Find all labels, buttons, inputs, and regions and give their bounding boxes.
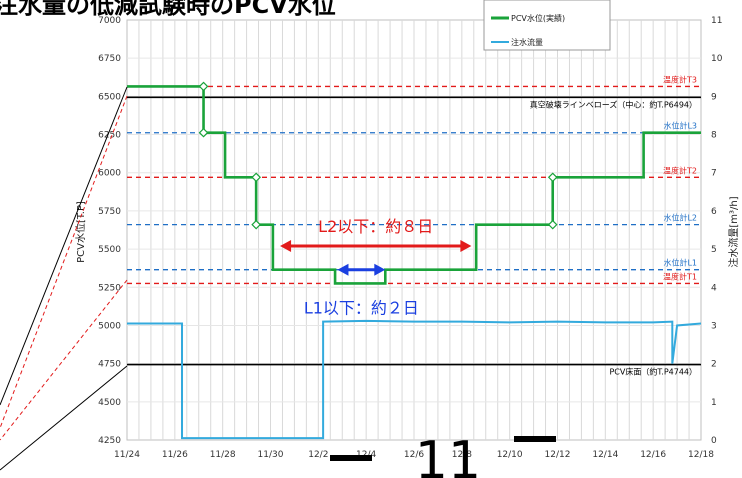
page-number: 11: [415, 431, 481, 478]
pcv-level-line: [127, 85, 701, 285]
y-left-tick-label: 6250: [98, 131, 121, 141]
pcv-level-marker: [198, 81, 209, 92]
y-left-tick-label: 7000: [98, 16, 121, 26]
y-right-tick-label: 8: [711, 131, 717, 141]
reference-line-label: 温度計T2: [663, 165, 697, 175]
page-number-left-bar: [330, 455, 372, 461]
left-guide-line-upper: [0, 86, 128, 406]
y-right-tick-label: 10: [711, 54, 723, 64]
annotation-arrowhead-right: [374, 263, 386, 276]
y-left-tick-label: 5500: [98, 245, 121, 255]
series-pcv-level: [127, 81, 701, 285]
pcv-level-marker: [251, 219, 261, 230]
slide-decoration: 11: [0, 86, 556, 478]
page-heading: 注水量の低減試験時のPCV水位: [0, 0, 336, 19]
annotation-arrowhead-right: [460, 240, 472, 253]
reference-line-label: 水位計L3: [663, 121, 697, 131]
flow-line: [127, 319, 702, 440]
legend-label-pcv-level: PCV水位(実績): [511, 13, 565, 23]
left-guide-line-lower-dashed: [0, 279, 128, 441]
y-left-tick-label: 5250: [98, 283, 121, 293]
y-left-tick-label: 6500: [98, 92, 121, 102]
y-left-tick-label: 5000: [98, 321, 121, 331]
gridlines: [127, 20, 701, 440]
page-number-right-bar: [514, 436, 556, 442]
y-right-tick-label: 1: [711, 398, 717, 408]
x-tick-label: 12/14: [592, 450, 618, 460]
y-right-tick-label: 7: [711, 169, 717, 179]
y-left-tick-label: 6750: [98, 54, 121, 64]
y-right-tick-label: 0: [711, 436, 717, 446]
annotation-label: L1以下：約２日: [304, 299, 419, 318]
reference-line-label: 水位計L2: [663, 213, 697, 223]
annotation-arrowhead-left: [280, 240, 292, 253]
left-guide-line-lower: [0, 365, 128, 471]
annotation-arrowhead-left: [337, 263, 349, 276]
x-tick-label: 12/8: [452, 450, 472, 460]
y-left-tick-label: 6000: [98, 169, 121, 179]
x-tick-label: 11/28: [210, 450, 236, 460]
y-left-tick-label: 4500: [98, 398, 121, 408]
series-injection-flow: [127, 319, 702, 440]
reference-line-label: 温度計T1: [663, 271, 697, 281]
pcv-level-marker: [198, 127, 209, 138]
y-right-tick-label: 2: [711, 360, 717, 370]
reference-line-label: 真空破壊ラインベローズ（中心：約T.P6494）: [530, 99, 697, 109]
x-tick-label: 11/24: [114, 450, 140, 460]
annotation-label: L2以下：約８日: [318, 217, 433, 236]
pcv-level-marker: [251, 172, 261, 183]
y-left-tick-label: 4250: [98, 436, 121, 446]
x-tick-label: 12/2: [308, 450, 328, 460]
reference-line-label: 水位計L1: [663, 258, 697, 268]
y-left-ticks: 4250 4500 4750 5000 5250 5500 5750 6000 6250 6500…: [98, 16, 121, 446]
y-right-tick-label: 9: [711, 92, 717, 102]
y-right-tick-label: 11: [711, 16, 722, 26]
x-tick-label: 12/12: [545, 450, 571, 460]
x-tick-label: 12/16: [640, 450, 666, 460]
x-tick-label: 12/18: [688, 450, 714, 460]
reference-line-label: 温度計T3: [663, 74, 697, 84]
reference-line-label: PCV床面（約T.P4744）: [609, 367, 697, 377]
y-right-axis-title: 注水流量[m³/h]: [727, 196, 740, 267]
pcv-level-marker: [547, 219, 558, 230]
y-right-tick-label: 5: [711, 245, 717, 255]
y-right-ticks: 0 1 2 3 4 5 6 7 8 9 10 11: [711, 16, 723, 446]
left-guide-line-upper-dashed: [0, 95, 128, 429]
y-right-tick-label: 3: [711, 321, 717, 331]
x-tick-label: 11/30: [258, 450, 284, 460]
y-right-tick-label: 4: [711, 283, 717, 293]
x-tick-label: 12/6: [404, 450, 424, 460]
pcv-level-marker: [547, 172, 558, 183]
legend: PCV水位(実績) 注水流量: [483, 0, 611, 51]
y-left-tick-label: 5750: [98, 207, 121, 217]
y-right-tick-label: 6: [711, 207, 717, 217]
y-left-axis-title: PCV水位[T.P]: [74, 201, 87, 263]
legend-label-flow: 注水流量: [511, 37, 543, 47]
plot-area: 温度計T3 真空破壊ラインベローズ（中心：約T.P6494） 水位計L3 温度計T2 水…: [126, 19, 702, 441]
annotations: L2以下：約８日 L1以下：約２日: [280, 217, 472, 318]
x-tick-label: 11/26: [162, 450, 188, 460]
x-tick-label: 12/10: [497, 450, 523, 460]
y-left-tick-label: 4750: [98, 360, 121, 370]
